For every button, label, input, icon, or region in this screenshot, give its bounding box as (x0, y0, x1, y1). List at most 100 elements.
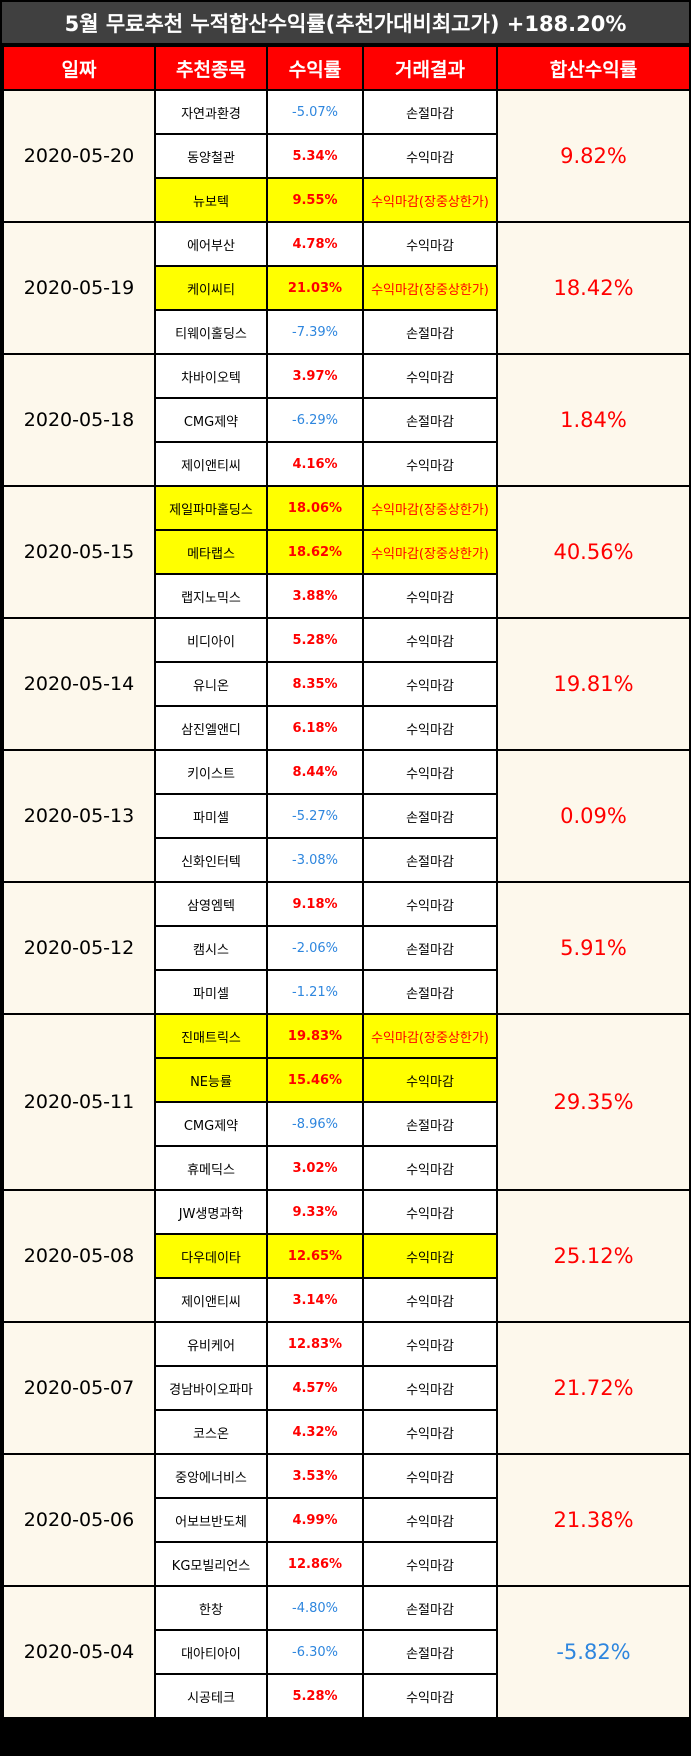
stock-name-cell: 유비케어 (156, 1323, 266, 1365)
stock-name-cell: CMG제약 (156, 399, 266, 441)
trade-result-cell: 손절마감 (364, 795, 496, 837)
trade-result-cell: 수익마감(장중상한가) (364, 487, 496, 529)
table-row: 뉴보텍 9.55% 수익마감(장중상한가) (4, 179, 689, 221)
combined-return-cell: 9.82% (498, 91, 689, 221)
trade-result-cell: 수익마감 (364, 1675, 496, 1717)
trade-result-cell: 수익마감 (364, 1543, 496, 1585)
stock-name-cell: 진매트릭스 (156, 1015, 266, 1057)
table-row: 2020-05-12 삼영엠텍 9.18% 수익마감 5.91% (4, 883, 689, 1013)
table-row: 2020-05-08 JW생명과학 9.33% 수익마감 25.12% (4, 1191, 689, 1321)
date-cell: 2020-05-13 (4, 751, 154, 881)
table-row: CMG제약 -6.29% 손절마감 (4, 399, 689, 441)
stock-name-cell: 중앙에너비스 (156, 1455, 266, 1497)
stock-name-cell: 파미셀 (156, 971, 266, 1013)
table-row: 어보브반도체 4.99% 수익마감 (4, 1499, 689, 1541)
trade-result-cell: 수익마감 (364, 751, 496, 793)
table-row: 메타랩스 18.62% 수익마감(장중상한가) (4, 531, 689, 573)
combined-return-cell: 5.91% (498, 883, 689, 1013)
trade-result-cell: 수익마감 (364, 1191, 496, 1233)
trade-result-cell: 수익마감(장중상한가) (364, 531, 496, 573)
table-row: 2020-05-13 키이스트 8.44% 수익마감 0.09% (4, 751, 689, 881)
table-row: CMG제약 -8.96% 손절마감 (4, 1103, 689, 1145)
combined-return-cell: 1.84% (498, 355, 689, 485)
stock-name-cell: 다우데이타 (156, 1235, 266, 1277)
stock-name-cell: 뉴보텍 (156, 179, 266, 221)
combined-return-cell: 21.38% (498, 1455, 689, 1585)
return-rate-cell: 5.34% (268, 135, 362, 177)
trade-result-cell: 손절마감 (364, 1631, 496, 1673)
table-row: 랩지노믹스 3.88% 수익마감 (4, 575, 689, 617)
stock-name-cell: 삼영엠텍 (156, 883, 266, 925)
table-row: 제이앤티씨 3.14% 수익마감 (4, 1279, 689, 1321)
header-stock: 추천종목 (156, 47, 266, 89)
table-row: 2020-05-07 유비케어 12.83% 수익마감 21.72% (4, 1323, 689, 1453)
trade-result-cell: 수익마감 (364, 223, 496, 265)
stock-name-cell: 시공테크 (156, 1675, 266, 1717)
return-rate-cell: -1.21% (268, 971, 362, 1013)
return-rate-cell: 8.44% (268, 751, 362, 793)
stock-name-cell: 캠시스 (156, 927, 266, 969)
table-row: 시공테크 5.28% 수익마감 (4, 1675, 689, 1717)
return-rate-cell: 3.97% (268, 355, 362, 397)
stock-name-cell: 에어부산 (156, 223, 266, 265)
table-row: 2020-05-18 차바이오텍 3.97% 수익마감 1.84% (4, 355, 689, 485)
trade-result-cell: 수익마감 (364, 135, 496, 177)
trade-result-cell: 손절마감 (364, 1103, 496, 1145)
stock-name-cell: JW생명과학 (156, 1191, 266, 1233)
return-rate-cell: -2.06% (268, 927, 362, 969)
table-row: 2020-05-19 에어부산 4.78% 수익마감 18.42% (4, 223, 689, 353)
table-row: 파미셀 -5.27% 손절마감 (4, 795, 689, 837)
trade-result-cell: 수익마감 (364, 707, 496, 749)
combined-return-cell: 25.12% (498, 1191, 689, 1321)
date-cell: 2020-05-14 (4, 619, 154, 749)
trade-result-cell: 수익마감 (364, 1147, 496, 1189)
table-row: 다우데이타 12.65% 수익마감 (4, 1235, 689, 1277)
return-rate-cell: 18.06% (268, 487, 362, 529)
table-row: 코스온 4.32% 수익마감 (4, 1411, 689, 1453)
stock-name-cell: 삼진엘앤디 (156, 707, 266, 749)
date-cell: 2020-05-18 (4, 355, 154, 485)
stock-name-cell: 티웨이홀딩스 (156, 311, 266, 353)
return-rate-cell: 8.35% (268, 663, 362, 705)
stock-name-cell: KG모빌리언스 (156, 1543, 266, 1585)
table-row: 티웨이홀딩스 -7.39% 손절마감 (4, 311, 689, 353)
table-row: 휴메딕스 3.02% 수익마감 (4, 1147, 689, 1189)
return-rate-cell: 5.28% (268, 1675, 362, 1717)
trade-result-cell: 수익마감 (364, 443, 496, 485)
return-rate-cell: -6.29% (268, 399, 362, 441)
return-rate-cell: 18.62% (268, 531, 362, 573)
trade-result-cell: 수익마감(장중상한가) (364, 267, 496, 309)
return-rate-cell: 4.16% (268, 443, 362, 485)
combined-return-cell: 18.42% (498, 223, 689, 353)
trade-result-cell: 손절마감 (364, 971, 496, 1013)
date-cell: 2020-05-12 (4, 883, 154, 1013)
combined-return-cell: 0.09% (498, 751, 689, 881)
table-row: 대아티아이 -6.30% 손절마감 (4, 1631, 689, 1673)
return-rate-cell: 4.32% (268, 1411, 362, 1453)
sheet-title: 5월 무료추천 누적합산수익률(추천가대비최고가) +188.20% (2, 2, 689, 43)
stock-name-cell: 제일파마홀딩스 (156, 487, 266, 529)
stock-name-cell: 한창 (156, 1587, 266, 1629)
trade-result-cell: 손절마감 (364, 839, 496, 881)
return-rate-cell: 4.57% (268, 1367, 362, 1409)
stock-name-cell: 비디아이 (156, 619, 266, 661)
stock-name-cell: 제이앤티씨 (156, 443, 266, 485)
trade-result-cell: 수익마감 (364, 663, 496, 705)
trade-result-cell: 수익마감 (364, 575, 496, 617)
table-row: 신화인터텍 -3.08% 손절마감 (4, 839, 689, 881)
combined-return-cell: 40.56% (498, 487, 689, 617)
trade-result-cell: 손절마감 (364, 91, 496, 133)
table-row: 삼진엘앤디 6.18% 수익마감 (4, 707, 689, 749)
header-row: 일짜 추천종목 수익률 거래결과 합산수익률 (4, 47, 689, 89)
trade-result-cell: 손절마감 (364, 1587, 496, 1629)
return-rate-cell: 6.18% (268, 707, 362, 749)
trade-result-cell: 손절마감 (364, 311, 496, 353)
trade-result-cell: 수익마감 (364, 1499, 496, 1541)
stock-name-cell: 케이씨티 (156, 267, 266, 309)
stock-name-cell: 자연과환경 (156, 91, 266, 133)
table-body: 2020-05-20 자연과환경 -5.07% 손절마감 9.82% 동양철관 5.34% 수… (4, 91, 689, 1717)
return-rate-cell: 5.28% (268, 619, 362, 661)
date-cell: 2020-05-19 (4, 223, 154, 353)
date-cell: 2020-05-08 (4, 1191, 154, 1321)
